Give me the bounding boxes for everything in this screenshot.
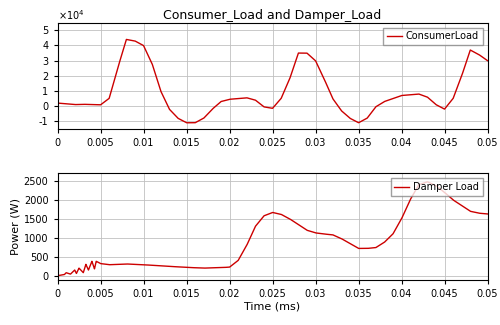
Title: Consumer_Load and Damper_Load: Consumer_Load and Damper_Load [164,8,382,21]
Y-axis label: Power (W): Power (W) [11,198,21,255]
Text: $\times10^4$: $\times10^4$ [58,8,84,22]
Legend: ConsumerLoad: ConsumerLoad [384,28,482,46]
X-axis label: Time (ms): Time (ms) [244,301,300,311]
Legend: Damper Load: Damper Load [390,178,482,196]
